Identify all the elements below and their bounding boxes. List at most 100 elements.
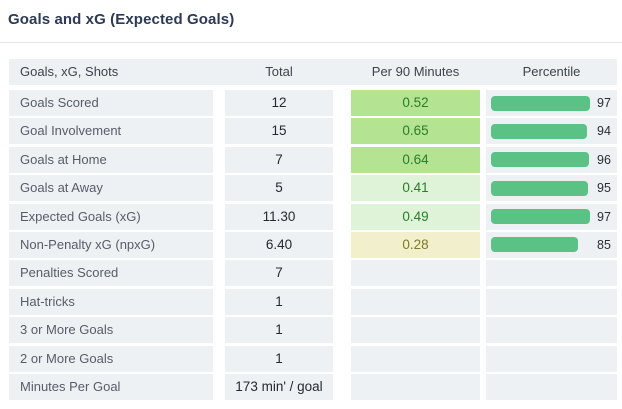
per90-cell [351, 260, 480, 287]
total-cell: 15 [225, 118, 333, 145]
total-cell: 12 [225, 90, 333, 116]
stat-label-cell: Penalties Scored [9, 260, 213, 287]
percentile-value: 97 [597, 96, 611, 110]
percentile-bar [491, 152, 589, 168]
column-gap [333, 147, 351, 173]
column-gap [213, 147, 225, 173]
column-gap [333, 204, 351, 230]
table-row: Hat-tricks 1 [9, 288, 617, 315]
percentile-value: 97 [597, 209, 611, 224]
column-gap [213, 374, 225, 400]
table-row: Non-Penalty xG (npxG) 6.40 0.28 85 [9, 231, 617, 258]
header-percentile: Percentile [522, 64, 581, 79]
section-title: Goals and xG (Expected Goals) [8, 11, 235, 28]
stat-label-cell: Goals at Away [9, 175, 213, 202]
column-gap [333, 90, 351, 116]
total-cell: 7 [225, 146, 333, 173]
per90-cell: 0.41 [351, 175, 480, 202]
table-row: Goals Scored 12 0.52 97 [9, 90, 617, 116]
percentile-value: 85 [597, 237, 611, 252]
header-stat: Goals, xG, Shots [20, 64, 119, 79]
per90-cell: 0.64 [351, 146, 480, 173]
per90-cell [351, 373, 480, 400]
column-gap [213, 204, 225, 230]
percentile-cell [486, 260, 617, 287]
total-cell: 11.30 [225, 203, 333, 230]
per90-cell: 0.28 [351, 231, 480, 258]
column-gap [213, 175, 225, 201]
column-gap [333, 260, 351, 286]
column-gap [333, 374, 351, 400]
total-cell: 1 [225, 317, 333, 344]
column-gap [213, 232, 225, 258]
percentile-bar-track [491, 123, 593, 139]
percentile-cell: 95 [486, 175, 617, 202]
percentile-value: 94 [597, 124, 611, 139]
percentile-cell: 97 [486, 203, 617, 230]
column-gap [333, 118, 351, 144]
goals-xg-panel: Goals and xG (Expected Goals) Goals, xG,… [0, 11, 622, 409]
column-gap [333, 232, 351, 258]
per90-cell: 0.52 [351, 90, 480, 116]
percentile-value: 96 [597, 152, 611, 167]
column-gap [213, 260, 225, 286]
table-row: Minutes Per Goal 173 min' / goal [9, 373, 617, 400]
percentile-bar-track [491, 209, 593, 225]
column-gap [333, 59, 351, 85]
percentile-bar [491, 95, 590, 111]
stat-label-cell: Goals Scored [9, 90, 213, 116]
per90-cell [351, 317, 480, 344]
per90-cell: 0.65 [351, 118, 480, 145]
per90-cell [351, 288, 480, 315]
per90-cell: 0.49 [351, 203, 480, 230]
percentile-cell: 97 [486, 90, 617, 116]
title-divider [0, 42, 622, 43]
percentile-cell [486, 317, 617, 344]
column-gap [213, 346, 225, 372]
percentile-bar [491, 180, 588, 196]
table-row: Penalties Scored 7 [9, 260, 617, 287]
stat-label-cell: 3 or More Goals [9, 317, 213, 344]
stat-label-cell: 2 or More Goals [9, 345, 213, 372]
percentile-cell [486, 373, 617, 400]
column-gap [213, 317, 225, 343]
percentile-bar [491, 209, 590, 225]
table-row: 2 or More Goals 1 [9, 345, 617, 372]
table-body: Goals Scored 12 0.52 97 Goal Involvement 15 0.… [9, 90, 617, 400]
stat-label-cell: Non-Penalty xG (npxG) [9, 231, 213, 258]
stat-label-cell: Minutes Per Goal [9, 373, 213, 400]
table-row: Expected Goals (xG) 11.30 0.49 97 [9, 203, 617, 230]
table-row: Goals at Home 7 0.64 96 [9, 146, 617, 173]
percentile-bar-track [491, 95, 593, 111]
percentile-cell: 94 [486, 118, 617, 145]
percentile-cell: 96 [486, 146, 617, 173]
total-cell: 173 min' / goal [225, 373, 333, 400]
stat-label-cell: Expected Goals (xG) [9, 203, 213, 230]
table-row: 3 or More Goals 1 [9, 317, 617, 344]
stat-label-cell: Goals at Home [9, 146, 213, 173]
percentile-cell [486, 345, 617, 372]
percentile-cell: 85 [486, 231, 617, 258]
column-gap [213, 59, 225, 85]
table-row: Goal Involvement 15 0.65 94 [9, 118, 617, 145]
column-gap [333, 175, 351, 201]
column-gap [213, 289, 225, 315]
total-cell: 1 [225, 345, 333, 372]
percentile-cell [486, 288, 617, 315]
header-total: Total [265, 64, 293, 79]
total-cell: 6.40 [225, 231, 333, 258]
stat-label-cell: Goal Involvement [9, 118, 213, 145]
percentile-bar-track [491, 180, 593, 196]
percentile-value: 95 [597, 181, 611, 196]
percentile-bar [491, 237, 578, 253]
total-cell: 7 [225, 260, 333, 287]
total-cell: 5 [225, 175, 333, 202]
table-row: Goals at Away 5 0.41 95 [9, 175, 617, 202]
column-gap [333, 346, 351, 372]
table-header-row: Goals, xG, Shots Total Per 90 Minutes Pe… [9, 59, 617, 85]
header-per90: Per 90 Minutes [371, 64, 460, 79]
percentile-bar-track [491, 152, 593, 168]
column-gap [213, 118, 225, 144]
column-gap [333, 289, 351, 315]
column-gap [213, 90, 225, 116]
